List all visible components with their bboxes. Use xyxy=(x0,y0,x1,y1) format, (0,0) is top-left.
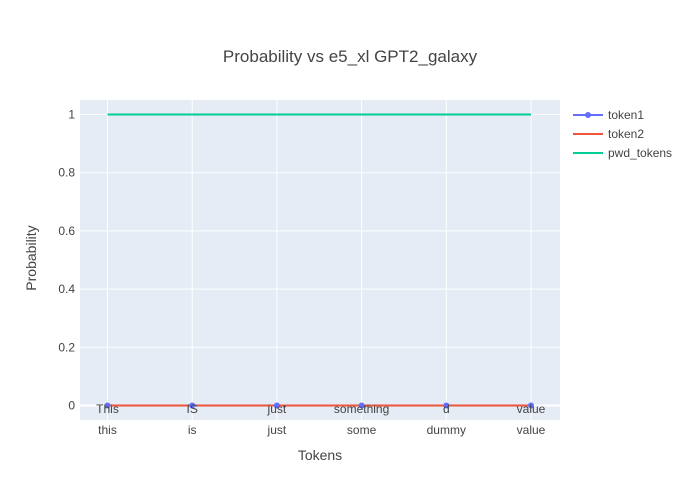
series-point-token1 xyxy=(443,402,450,409)
y-tick-label: 0.2 xyxy=(58,340,75,354)
y-tick-label: 0.4 xyxy=(58,282,75,296)
legend-label: token1 xyxy=(608,108,644,122)
x-tick-label: d xyxy=(443,402,450,416)
x-tick-label: IS xyxy=(187,402,198,416)
x-axis-title: Tokens xyxy=(298,447,342,463)
y-tick-label: 0.6 xyxy=(58,224,75,238)
y-axis-title: Probability xyxy=(23,225,39,290)
x-tick-label: value xyxy=(517,402,546,416)
x-tick-label-secondary: value xyxy=(517,423,546,437)
x-tick-label: This xyxy=(96,402,119,416)
series-point-token1 xyxy=(104,402,111,409)
series-point-token1 xyxy=(528,402,534,409)
legend-label: pwd_tokens xyxy=(608,146,672,160)
x-tick-label: something xyxy=(334,402,389,416)
legend-label: token2 xyxy=(608,127,644,141)
series-point-token1 xyxy=(273,402,280,409)
plot-area xyxy=(80,100,560,420)
x-tick-label: just xyxy=(267,402,287,416)
tick-labels: 0 0.2 0.4 0.6 0.8 1 This this IS is just just someth… xyxy=(58,108,545,437)
series-point-token1 xyxy=(189,402,196,409)
y-tick-label: 0.8 xyxy=(58,166,75,180)
chart-title: Probability vs e5_xl GPT2_galaxy xyxy=(223,47,478,66)
x-tick-label-secondary: some xyxy=(347,423,377,437)
x-tick-label-secondary: just xyxy=(267,423,287,437)
y-tick-label: 0 xyxy=(68,398,75,412)
x-tick-label-secondary: dummy xyxy=(427,423,466,437)
series-layer xyxy=(104,113,534,409)
y-tick-label: 1 xyxy=(68,108,75,122)
legend: token1 token2 pwd_tokens xyxy=(573,108,672,160)
legend-marker-token1 xyxy=(585,112,591,118)
series-point-token1 xyxy=(358,402,365,409)
x-tick-label-secondary: this xyxy=(98,423,117,437)
gridlines xyxy=(80,100,560,420)
x-tick-label-secondary: is xyxy=(188,423,197,437)
